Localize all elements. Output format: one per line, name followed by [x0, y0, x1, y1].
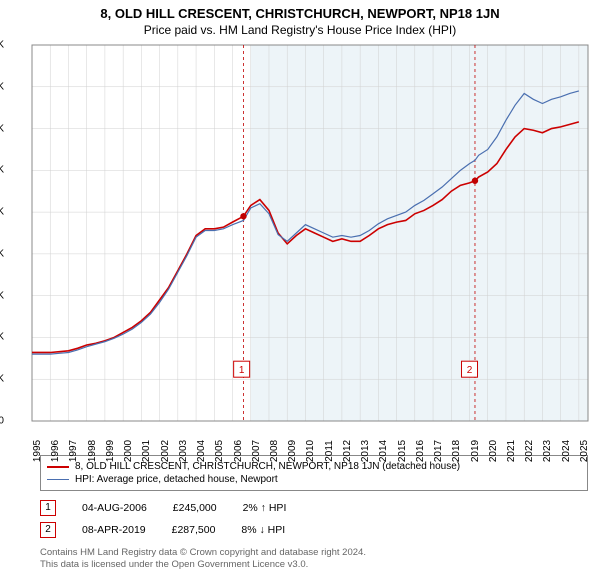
- title-line-2: Price paid vs. HM Land Registry's House …: [0, 21, 600, 37]
- x-tick-label: 2024: [561, 440, 572, 462]
- y-tick-label: £350K: [0, 123, 4, 134]
- x-tick-label: 2004: [196, 440, 207, 462]
- x-tick-label: 2015: [397, 440, 408, 462]
- x-tick-label: 2022: [524, 440, 535, 462]
- y-tick-label: £450K: [0, 40, 4, 51]
- x-tick-label: 2013: [360, 440, 371, 462]
- marker-badge-2: 2: [40, 522, 56, 538]
- marker-date-1: 04-AUG-2006: [82, 502, 147, 514]
- x-tick-label: 2009: [287, 440, 298, 462]
- y-tick-label: £200K: [0, 248, 4, 259]
- footer-line-2: This data is licensed under the Open Gov…: [40, 559, 588, 571]
- x-tick-label: 1995: [32, 440, 43, 462]
- marker-row-1: 1 04-AUG-2006 £245,000 2% ↑ HPI: [40, 497, 588, 519]
- x-tick-label: 2012: [342, 440, 353, 462]
- y-tick-label: £300K: [0, 165, 4, 176]
- legend-label-hpi: HPI: Average price, detached house, Newp…: [75, 474, 278, 485]
- marker-delta-1: 2% ↑ HPI: [243, 502, 287, 514]
- x-tick-label: 2001: [141, 440, 152, 462]
- x-tick-label: 2003: [178, 440, 189, 462]
- x-tick-label: 2002: [160, 440, 171, 462]
- x-tick-label: 2005: [214, 440, 225, 462]
- line-chart-svg: 12: [30, 43, 590, 423]
- x-tick-label: 2017: [433, 440, 444, 462]
- title-line-1: 8, OLD HILL CRESCENT, CHRISTCHURCH, NEWP…: [0, 6, 600, 21]
- legend-swatch-property: [47, 466, 69, 468]
- marker-price-2: £287,500: [172, 524, 216, 536]
- y-tick-label: £250K: [0, 207, 4, 218]
- x-tick-label: 2016: [415, 440, 426, 462]
- x-tick-label: 2014: [378, 440, 389, 462]
- x-tick-label: 2020: [488, 440, 499, 462]
- footer-attribution: Contains HM Land Registry data © Crown c…: [40, 547, 588, 572]
- x-tick-label: 1999: [105, 440, 116, 462]
- x-tick-label: 1996: [50, 440, 61, 462]
- svg-text:2: 2: [467, 365, 473, 376]
- y-tick-label: £150K: [0, 290, 4, 301]
- y-tick-label: £100K: [0, 332, 4, 343]
- x-tick-label: 2010: [305, 440, 316, 462]
- chart-area: £0£50K£100K£150K£200K£250K£300K£350K£400…: [30, 43, 590, 423]
- x-tick-label: 2021: [506, 440, 517, 462]
- x-tick-label: 1998: [87, 440, 98, 462]
- marker-date-2: 08-APR-2019: [82, 524, 146, 536]
- x-tick-label: 1997: [68, 440, 79, 462]
- footer-line-1: Contains HM Land Registry data © Crown c…: [40, 547, 588, 559]
- chart-title-block: 8, OLD HILL CRESCENT, CHRISTCHURCH, NEWP…: [0, 0, 600, 39]
- marker-badge-1: 1: [40, 500, 56, 516]
- legend-label-property: 8, OLD HILL CRESCENT, CHRISTCHURCH, NEWP…: [75, 461, 460, 472]
- y-tick-label: £400K: [0, 81, 4, 92]
- x-tick-label: 2007: [251, 440, 262, 462]
- x-tick-label: 2025: [579, 440, 590, 462]
- marker-price-1: £245,000: [173, 502, 217, 514]
- y-tick-label: £50K: [0, 374, 4, 385]
- legend-swatch-hpi: [47, 479, 69, 480]
- x-tick-label: 2006: [233, 440, 244, 462]
- marker-delta-2: 8% ↓ HPI: [241, 524, 285, 536]
- x-tick-label: 2011: [324, 440, 335, 462]
- x-tick-label: 2008: [269, 440, 280, 462]
- x-tick-label: 2000: [123, 440, 134, 462]
- svg-text:1: 1: [239, 365, 245, 376]
- x-tick-label: 2023: [542, 440, 553, 462]
- marker-row-2: 2 08-APR-2019 £287,500 8% ↓ HPI: [40, 519, 588, 541]
- markers-table: 1 04-AUG-2006 £245,000 2% ↑ HPI 2 08-APR…: [40, 497, 588, 541]
- y-tick-label: £0: [0, 416, 4, 427]
- legend-row-hpi: HPI: Average price, detached house, Newp…: [47, 473, 581, 486]
- x-tick-label: 2018: [451, 440, 462, 462]
- x-tick-label: 2019: [470, 440, 481, 462]
